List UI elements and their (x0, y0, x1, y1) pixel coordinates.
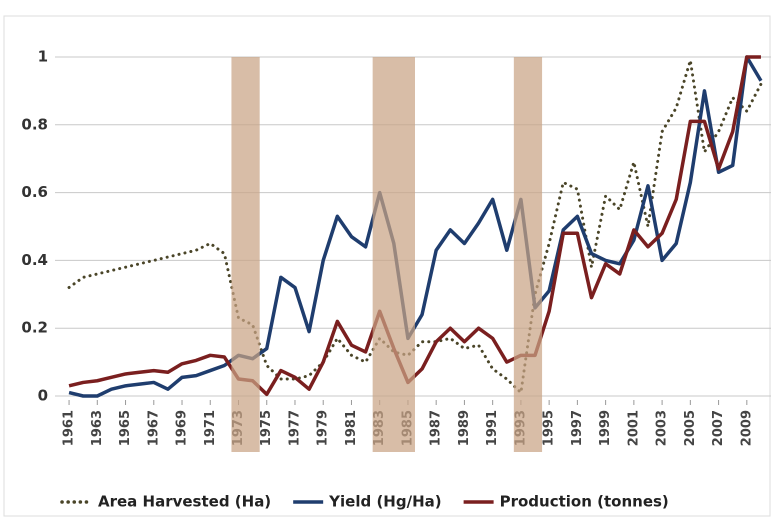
legend-label: Production (tonnes) (500, 493, 669, 511)
x-tick-label: 1989 (457, 410, 472, 446)
y-tick-label: 0.2 (21, 319, 48, 337)
chart-frame (3, 15, 771, 517)
x-tick-label: 2001 (626, 410, 641, 446)
x-tick-label: 2005 (683, 410, 698, 446)
series-line (67, 58, 763, 395)
x-tick-label: 1969 (175, 410, 190, 446)
x-tick-label: 1967 (146, 410, 161, 446)
x-tick-label: 1961 (62, 410, 77, 446)
x-tick-label: 1975 (259, 410, 274, 446)
x-tick-label: 1999 (598, 410, 613, 446)
x-tick-label: 1981 (344, 410, 359, 446)
shaded-period (231, 57, 260, 452)
y-tick-label: 0.6 (21, 183, 48, 201)
y-tick-label: 0 (38, 387, 48, 405)
x-tick-label: 1987 (429, 410, 444, 446)
x-tick-label: 1971 (203, 410, 218, 446)
x-tick-label: 1991 (485, 410, 500, 446)
shaded-period (513, 57, 543, 452)
x-tick-label: 2007 (711, 410, 726, 446)
x-tick-label: 1997 (570, 410, 585, 446)
x-tick-label: 2009 (739, 410, 754, 446)
x-tick-label: 1995 (542, 410, 557, 446)
x-tick-label: 1979 (316, 410, 331, 446)
legend-label: Area Harvested (Ha) (98, 493, 271, 511)
x-tick-label: 1965 (118, 410, 133, 446)
y-tick-label: 1 (38, 48, 48, 66)
y-tick-label: 0.4 (21, 251, 48, 269)
shaded-period (372, 57, 415, 452)
x-tick-label: 2003 (655, 410, 670, 446)
x-tick-label: 1963 (90, 410, 105, 446)
y-tick-label: 0.8 (21, 115, 48, 133)
legend-label: Yield (Hg/Ha) (328, 493, 441, 511)
x-tick-label: 1977 (287, 410, 302, 446)
